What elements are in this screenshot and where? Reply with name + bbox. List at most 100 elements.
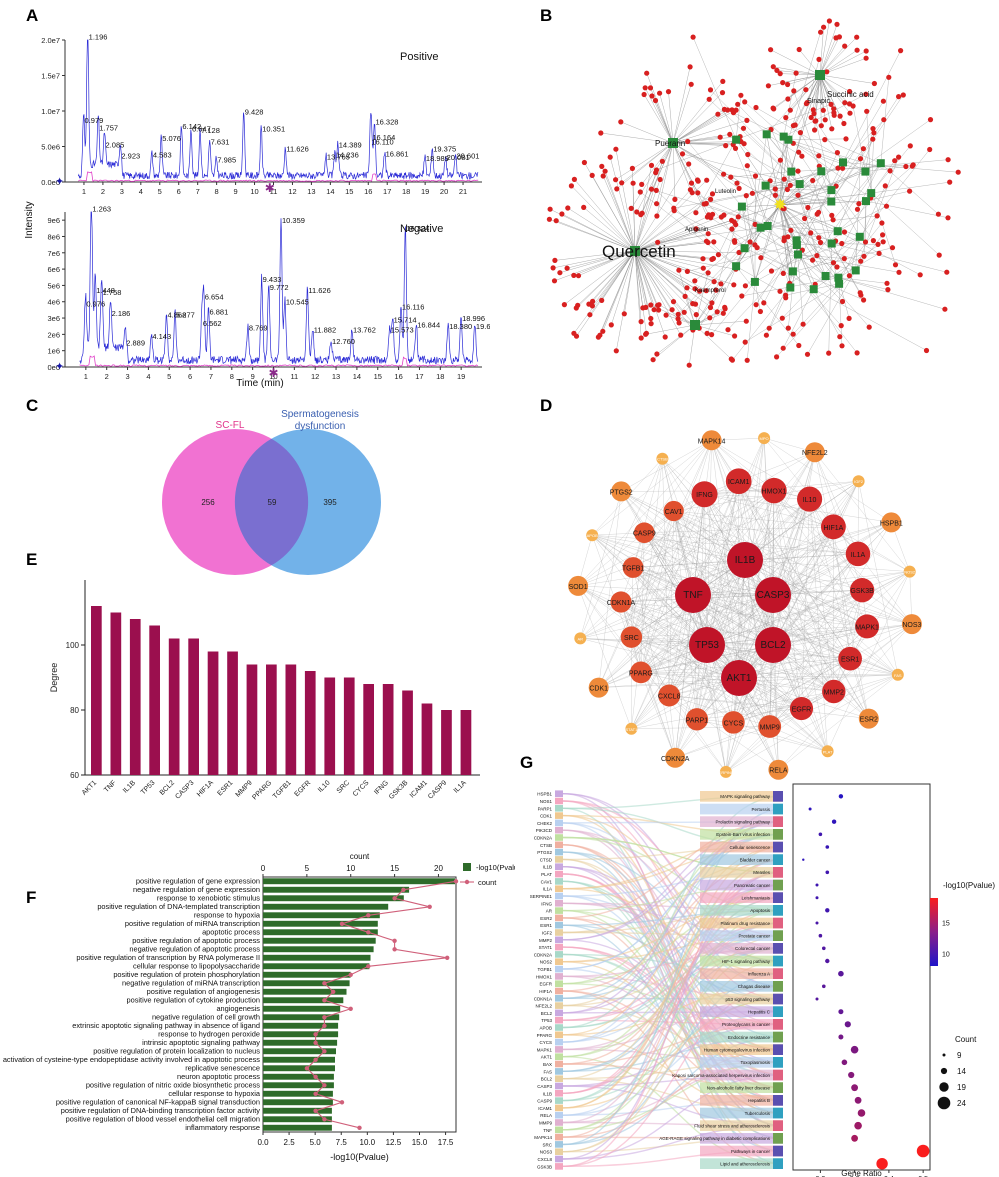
ppi-node	[838, 646, 862, 671]
peak-label: 1.448	[96, 286, 115, 295]
ppi-edge	[858, 481, 898, 675]
degree-bar	[324, 677, 336, 775]
network-edge	[766, 89, 807, 135]
go-term-label: positive regulation of cytokine producti…	[126, 995, 260, 1004]
network-edge	[871, 192, 940, 256]
x-tick-label: 8	[230, 372, 234, 381]
degree-bar	[207, 651, 219, 775]
go-term-label: extrinsic apoptotic signaling pathway in…	[72, 1021, 260, 1030]
peak-label: 16.164	[372, 133, 395, 142]
gene-block	[555, 826, 563, 834]
x-tick-label: 14	[353, 372, 361, 381]
x-tick-label: PPARG	[251, 779, 273, 801]
ppi-edge	[857, 553, 913, 625]
ppi-edge	[744, 438, 765, 561]
target-node	[829, 212, 835, 218]
network-edge	[783, 73, 797, 137]
ppi-node	[574, 632, 587, 645]
pathway-swatch	[773, 892, 783, 903]
venn-set-label: SC-FL	[216, 420, 245, 431]
peak-label: 4.583	[153, 150, 172, 159]
color-legend-tick: 15	[942, 921, 950, 928]
pathway-block	[700, 1107, 783, 1119]
network-edge	[634, 199, 711, 252]
plot-frame	[262, 876, 457, 1133]
gene-label: PIK3CD	[536, 828, 553, 833]
x2-tick-label: 15	[390, 864, 399, 873]
go-bar	[263, 1107, 332, 1114]
target-node	[774, 67, 780, 73]
target-node	[850, 103, 856, 109]
target-node	[550, 265, 556, 271]
go-bar	[263, 1005, 341, 1012]
network-edge	[791, 164, 914, 172]
ppi-edge	[620, 601, 770, 727]
ppi-edge	[632, 458, 663, 568]
x-tick-label: GSK3B	[388, 779, 410, 801]
target-node	[715, 111, 721, 117]
bubble-point	[851, 1134, 858, 1142]
count-point	[366, 964, 371, 969]
go-bar	[263, 1014, 340, 1021]
degree-bar	[421, 703, 433, 775]
network-edge	[788, 139, 891, 172]
target-node	[729, 217, 735, 223]
network-edge	[672, 66, 691, 144]
network-edge	[573, 250, 636, 276]
network-edge	[789, 236, 860, 284]
x-tick-label: CYCS	[352, 779, 371, 798]
network-edge	[855, 158, 861, 271]
pathway-label: Prostate cancer	[738, 934, 770, 939]
target-node	[709, 256, 715, 262]
gene-block	[555, 797, 563, 805]
ppi-edge	[673, 510, 770, 727]
ppi-edge	[772, 571, 910, 646]
peak-label: 9.428	[245, 108, 264, 117]
network-edge	[578, 250, 636, 276]
network-edge	[741, 206, 761, 312]
degree-bar	[110, 612, 122, 775]
gene-label: CASP3	[537, 1084, 552, 1089]
ppi-edge	[631, 644, 774, 729]
network-edge	[634, 250, 718, 313]
x-tick-label: 8	[215, 187, 219, 196]
network-edge	[779, 74, 821, 206]
gene-block	[555, 936, 563, 944]
peak-label: 11.626	[308, 286, 330, 295]
network-edge	[782, 236, 860, 319]
network-edge	[819, 74, 833, 129]
target-node	[833, 35, 839, 41]
network-edge	[672, 142, 708, 218]
gene-label: ICAM1	[538, 1106, 552, 1111]
ppi-edge	[814, 452, 859, 554]
network-edge	[694, 320, 747, 326]
compound-node	[835, 279, 844, 288]
ppi-node-label: RELA	[769, 768, 788, 775]
bubble-point	[838, 794, 844, 799]
target-node	[842, 100, 848, 106]
compound-node	[839, 158, 847, 167]
gene-block	[555, 1126, 563, 1134]
ppi-edge	[669, 695, 779, 770]
network-edge	[732, 287, 791, 361]
ppi-node	[849, 578, 875, 603]
compound-node	[827, 239, 836, 248]
pathway-swatch	[773, 1069, 783, 1081]
color-bar	[930, 898, 938, 966]
compound-node	[821, 272, 830, 280]
network-edge	[779, 200, 866, 206]
target-node	[705, 231, 711, 237]
target-node	[874, 213, 880, 219]
network-edge	[549, 219, 636, 252]
compound-node	[827, 197, 836, 206]
go-enrichment-chart: positive regulation of gene expressionne…	[3, 852, 515, 1162]
gene-label: PLAT	[541, 872, 552, 877]
go-bar	[263, 903, 389, 910]
target-node	[714, 309, 720, 315]
degree-bar	[343, 677, 355, 775]
ppi-node	[821, 745, 834, 758]
target-node	[923, 347, 930, 354]
network-edge	[634, 250, 694, 331]
target-node	[838, 323, 844, 329]
target-node	[639, 181, 645, 187]
